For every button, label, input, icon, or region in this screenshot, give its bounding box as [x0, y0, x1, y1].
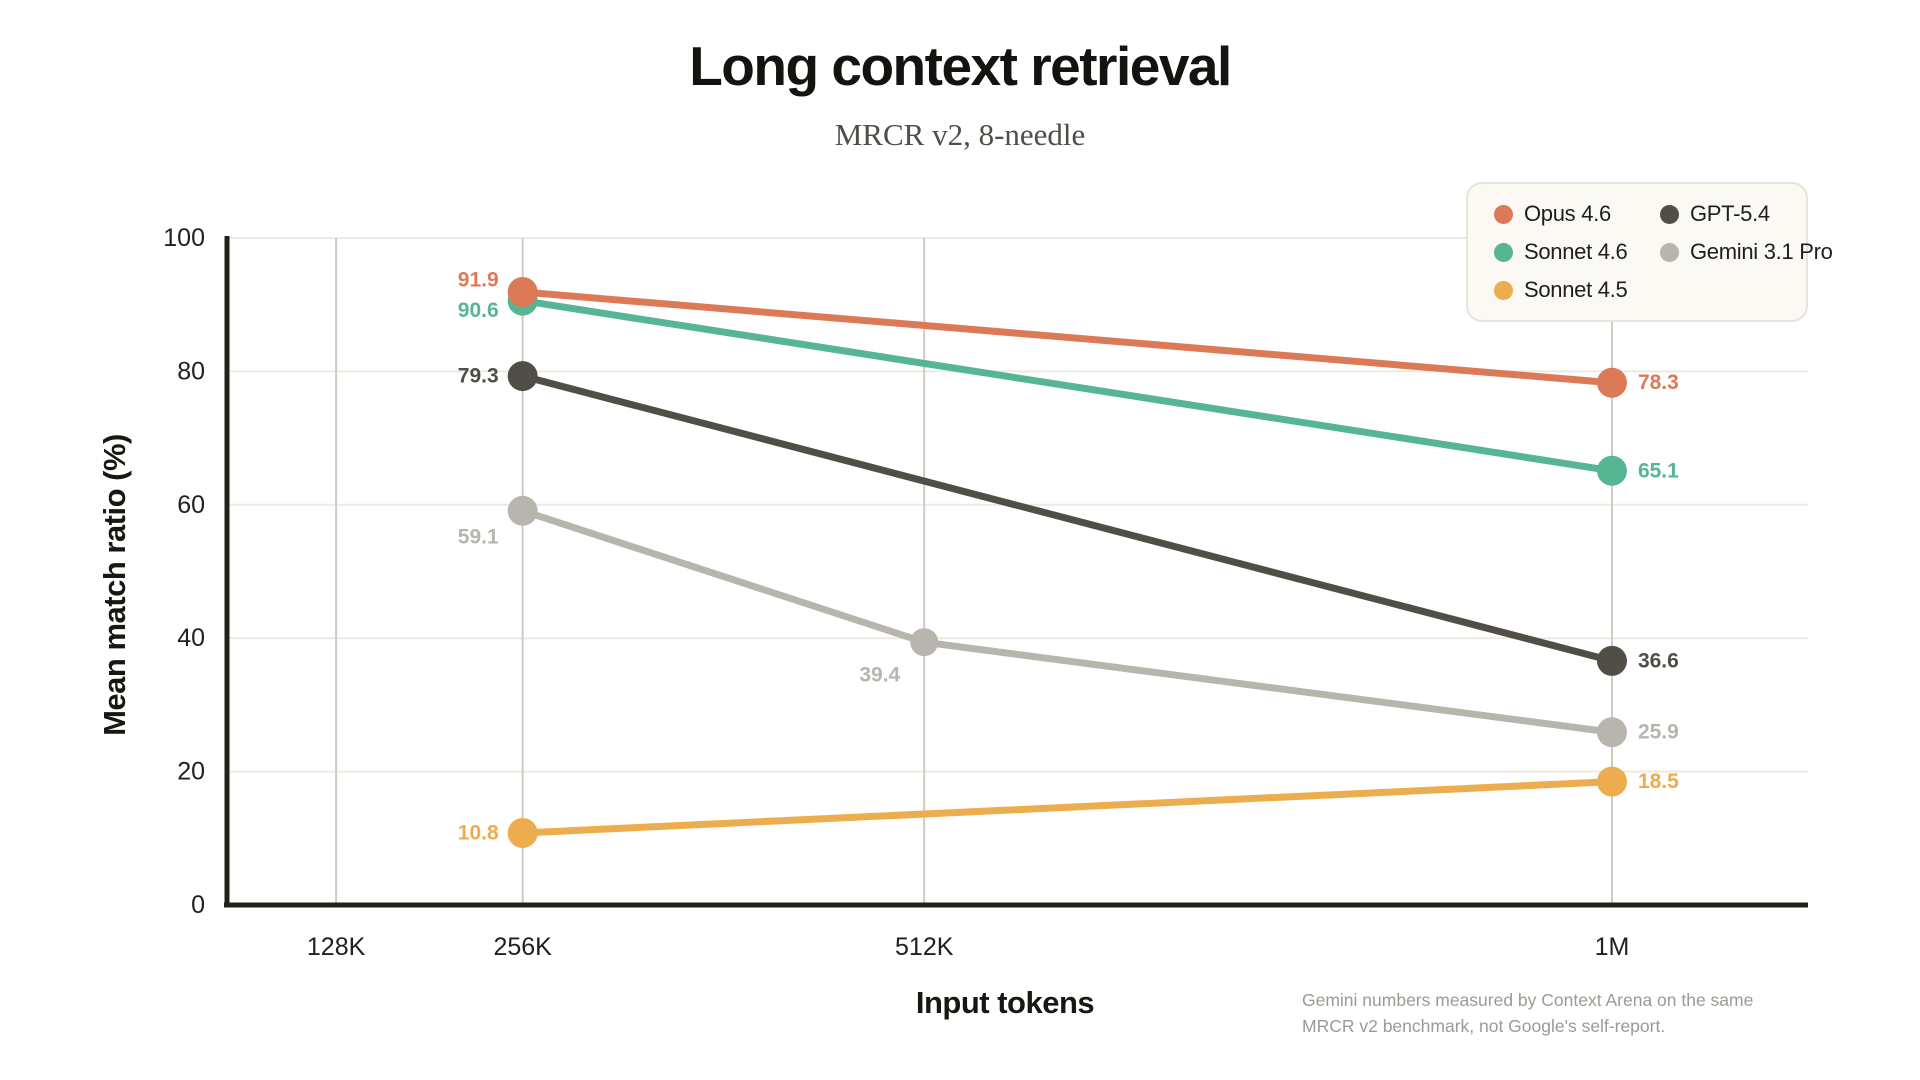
legend-item-opus-4.6: Opus 4.6	[1494, 201, 1652, 227]
x-tick-label-512K: 512K	[895, 933, 954, 961]
data-point-label-sonnet-4.5-1M: 18.5	[1638, 770, 1679, 793]
legend-swatch-icon	[1494, 280, 1513, 300]
data-point-label-sonnet-4.6-256K: 90.6	[458, 299, 499, 322]
data-point-sonnet-4.5-256K	[507, 817, 538, 848]
data-point-sonnet-4.5-1M	[1596, 766, 1627, 797]
data-point-sonnet-4.6-1M	[1596, 455, 1627, 486]
data-point-label-opus-4.6-256K: 91.9	[458, 269, 499, 292]
y-tick-label-100: 100	[163, 224, 205, 252]
x-axis-title: Input tokens	[915, 985, 1095, 1020]
legend-label: Sonnet 4.6	[1524, 239, 1628, 264]
y-tick-label-0: 0	[191, 891, 205, 919]
footnote: Gemini numbers measured by Context Arena…	[1302, 990, 1754, 1037]
legend-item-sonnet-4.5: Sonnet 4.5	[1494, 277, 1652, 303]
data-point-label-gemini-3.1-pro-256K: 59.1	[458, 525, 499, 548]
data-point-label-opus-4.6-1M: 78.3	[1638, 371, 1679, 394]
legend-item-sonnet-4.6: Sonnet 4.6	[1494, 239, 1652, 265]
legend-item-gpt-5.4: GPT-5.4	[1660, 201, 1833, 227]
data-point-label-gemini-3.1-pro-512K: 39.4	[859, 664, 900, 687]
data-point-gpt-5.4-1M	[1596, 645, 1627, 676]
legend-swatch-icon	[1494, 242, 1513, 262]
legend-label: Gemini 3.1 Pro	[1690, 239, 1833, 264]
legend-label: Opus 4.6	[1524, 201, 1611, 226]
series-line-gpt-5.4	[521, 372, 1613, 665]
legend-swatch-icon	[1660, 204, 1679, 224]
data-point-gemini-3.1-pro-256K	[507, 495, 538, 526]
x-tick-label-128K: 128K	[307, 933, 366, 961]
data-point-gemini-3.1-pro-512K	[910, 628, 939, 657]
data-point-label-gpt-5.4-1M: 36.6	[1638, 649, 1679, 672]
legend-swatch-icon	[1660, 242, 1679, 262]
x-tick-label-1M: 1M	[1595, 933, 1630, 961]
data-point-label-sonnet-4.6-1M: 65.1	[1638, 459, 1679, 482]
data-point-label-gpt-5.4-256K: 79.3	[458, 365, 499, 388]
data-point-opus-4.6-256K	[507, 277, 538, 308]
series-line-sonnet-4.6	[522, 297, 1613, 475]
legend: Opus 4.6 Sonnet 4.6 Sonnet 4.5 GPT-5.4 Gemin…	[1466, 182, 1833, 322]
data-point-opus-4.6-1M	[1596, 367, 1627, 398]
legend-grid: Opus 4.6 Sonnet 4.6 Sonnet 4.5 GPT-5.4 Gemin…	[1494, 201, 1833, 303]
chart-title: Long context retrieval	[689, 35, 1232, 97]
chart-subtitle: MRCR v2, 8-needle	[834, 117, 1086, 152]
legend-item-gemini-3.1-pro: Gemini 3.1 Pro	[1660, 239, 1833, 265]
y-tick-label-20: 20	[177, 758, 205, 786]
data-point-label-gemini-3.1-pro-1M: 25.9	[1638, 721, 1679, 744]
y-tick-label-60: 60	[177, 491, 205, 519]
series-line-opus-4.6	[522, 288, 1613, 387]
y-tick-label-80: 80	[177, 357, 205, 385]
legend-label: Sonnet 4.5	[1524, 277, 1628, 302]
series-line-sonnet-4.5	[522, 778, 1613, 837]
data-point-label-sonnet-4.5-256K: 10.8	[458, 821, 499, 844]
x-tick-label-256K: 256K	[493, 933, 552, 961]
data-point-gemini-3.1-pro-1M	[1596, 717, 1627, 748]
y-tick-label-40: 40	[177, 624, 205, 652]
legend-swatch-icon	[1494, 204, 1513, 224]
data-point-gpt-5.4-256K	[507, 361, 538, 392]
legend-label: GPT-5.4	[1690, 201, 1770, 226]
